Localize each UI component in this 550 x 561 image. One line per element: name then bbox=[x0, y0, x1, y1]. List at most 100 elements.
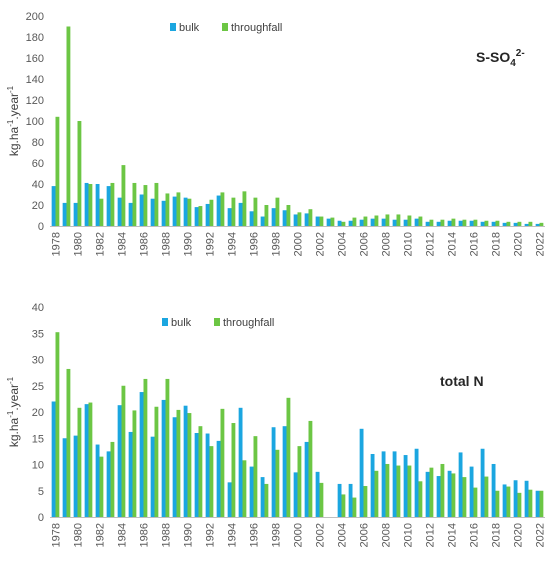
y-tick-label: 100 bbox=[26, 116, 44, 128]
throughfall-bar-2010 bbox=[407, 465, 412, 517]
throughfall-bar-2002 bbox=[319, 216, 324, 226]
throughfall-bar-2022 bbox=[539, 490, 544, 517]
bulk-bar-2001 bbox=[304, 213, 309, 226]
throughfall-bar-1991 bbox=[198, 206, 203, 226]
throughfall-bar-1983 bbox=[110, 182, 115, 226]
throughfall-bar-2011 bbox=[418, 481, 423, 517]
throughfall-bar-1983 bbox=[110, 441, 115, 517]
throughfall-bar-2019 bbox=[506, 221, 511, 226]
throughfall-bar-1999 bbox=[286, 205, 291, 226]
throughfall-bar-2018 bbox=[495, 220, 500, 226]
bulk-bar-1985 bbox=[128, 202, 133, 226]
bulk-bar-1987 bbox=[150, 436, 155, 517]
throughfall-bar-1990 bbox=[187, 413, 192, 517]
x-tick-label: 1980 bbox=[73, 232, 85, 256]
throughfall-bar-1997 bbox=[264, 483, 269, 517]
throughfall-bar-2016 bbox=[473, 219, 478, 226]
bulk-bar-2006 bbox=[359, 428, 364, 517]
bulk-bar-1983 bbox=[106, 186, 111, 226]
bulk-bar-1979 bbox=[62, 438, 67, 517]
legend-item-throughfall: throughfall bbox=[214, 317, 274, 329]
bulk-bar-2007 bbox=[370, 218, 375, 226]
throughfall-bar-1996 bbox=[253, 197, 258, 226]
throughfall-bar-2012 bbox=[429, 219, 434, 226]
y-tick-label: 0 bbox=[38, 512, 44, 524]
throughfall-bar-2007 bbox=[374, 470, 379, 517]
x-tick-label: 2022 bbox=[535, 232, 547, 256]
y-tick-label: 5 bbox=[38, 486, 44, 498]
y-tick-label: 200 bbox=[26, 11, 44, 23]
bulk-bar-1981 bbox=[84, 404, 89, 518]
bulk-bar-2009 bbox=[392, 451, 397, 518]
x-tick-label: 2016 bbox=[469, 523, 481, 547]
y-tick-label: 140 bbox=[26, 74, 44, 86]
bulk-bar-1993 bbox=[216, 195, 221, 226]
legend-label: bulk bbox=[171, 317, 192, 329]
x-tick-label: 1980 bbox=[73, 523, 85, 547]
x-tick-label: 1990 bbox=[183, 523, 195, 547]
legend-swatch bbox=[162, 318, 168, 326]
x-tick-label: 2000 bbox=[293, 523, 305, 547]
bulk-bar-1997 bbox=[260, 477, 265, 517]
throughfall-bar-1987 bbox=[154, 182, 159, 226]
bulk-bar-2018 bbox=[491, 463, 496, 517]
x-tick-label: 2000 bbox=[293, 232, 305, 256]
y-tick-label: 20 bbox=[32, 200, 44, 212]
bulk-bar-2007 bbox=[370, 454, 375, 517]
x-tick-label: 2022 bbox=[535, 523, 547, 547]
bulk-bar-2004 bbox=[337, 220, 342, 226]
throughfall-bar-2021 bbox=[528, 221, 533, 226]
throughfall-bar-2007 bbox=[374, 215, 379, 226]
bulk-bar-1988 bbox=[161, 200, 166, 226]
bulk-bar-2021 bbox=[524, 480, 529, 517]
legend-item-throughfall: throughfall bbox=[222, 22, 282, 34]
throughfall-bar-1992 bbox=[209, 199, 214, 226]
bulk-bar-1999 bbox=[282, 426, 287, 517]
legend-swatch bbox=[170, 23, 176, 31]
throughfall-bar-2003 bbox=[330, 217, 335, 226]
bulk-bar-1992 bbox=[205, 433, 210, 517]
throughfall-bar-2001 bbox=[308, 209, 313, 226]
sulfate-deposition-chart: S-SO42- 0 20 40 60 80 100 120 140 160 180 200 kg.ha… bbox=[6, 11, 547, 256]
bulk-bar-1984 bbox=[117, 405, 122, 517]
bulk-bar-2022 bbox=[535, 490, 540, 517]
bulk-bar-1983 bbox=[106, 451, 111, 518]
legend-item-bulk: bulk bbox=[162, 317, 192, 329]
y-tick-label: 120 bbox=[26, 95, 44, 107]
throughfall-bar-1992 bbox=[209, 446, 214, 518]
throughfall-bar-2013 bbox=[440, 463, 445, 517]
bulk-bar-2011 bbox=[414, 448, 419, 517]
bulk-bar-2001 bbox=[304, 441, 309, 517]
bulk-bar-2014 bbox=[447, 220, 452, 226]
bulk-bar-1982 bbox=[95, 184, 100, 226]
bulk-bar-1990 bbox=[183, 197, 188, 226]
svg-text:S-SO42-: S-SO42- bbox=[476, 48, 525, 69]
bulk-bar-2017 bbox=[480, 448, 485, 517]
x-tick-label: 1992 bbox=[205, 232, 217, 256]
bulk-bar-1996 bbox=[249, 211, 254, 226]
throughfall-bar-1988 bbox=[165, 193, 170, 226]
bulk-bar-1989 bbox=[172, 196, 177, 226]
x-tick-label: 2004 bbox=[337, 523, 349, 547]
bulk-bar-2020 bbox=[513, 480, 518, 517]
throughfall-bar-2017 bbox=[484, 476, 489, 517]
throughfall-bar-2010 bbox=[407, 215, 412, 226]
throughfall-bar-2000 bbox=[297, 212, 302, 226]
x-tick-label: 2020 bbox=[513, 523, 525, 547]
throughfall-bar-1989 bbox=[176, 192, 181, 226]
bulk-bar-1998 bbox=[271, 208, 276, 226]
bulk-bar-2003 bbox=[326, 218, 331, 226]
annotation-superscript: 2- bbox=[516, 48, 525, 59]
bulk-bar-2022 bbox=[535, 223, 540, 226]
bulk-bar-2012 bbox=[425, 471, 430, 517]
throughfall-bar-2022 bbox=[539, 222, 544, 226]
throughfall-bar-2004 bbox=[341, 494, 346, 517]
throughfall-bar-1994 bbox=[231, 197, 236, 226]
x-tick-label: 2012 bbox=[425, 232, 437, 256]
throughfall-bar-2019 bbox=[506, 486, 511, 517]
bulk-bar-1980 bbox=[73, 202, 78, 226]
x-tick-label: 1986 bbox=[139, 523, 151, 547]
x-tick-label: 1986 bbox=[139, 232, 151, 256]
throughfall-bar-2017 bbox=[484, 220, 489, 226]
